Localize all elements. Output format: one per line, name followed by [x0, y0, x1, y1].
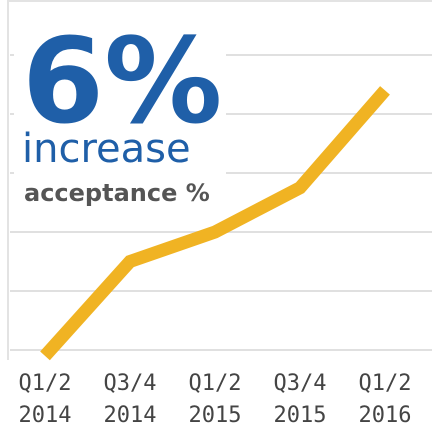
line [40, 86, 390, 361]
x-tick-label: Q3/4 2014 [103, 371, 157, 428]
label: acceptance % [24, 179, 210, 207]
headline-bg [14, 14, 226, 214]
subheadline: increase [22, 126, 191, 172]
marks [40, 86, 390, 361]
x-tick-label: Q3/4 2015 [273, 371, 327, 428]
x-tick-label: Q1/2 2014 [18, 371, 72, 428]
headline: 6% [22, 12, 222, 150]
x-tick-label: Q1/2 2015 [188, 371, 242, 428]
x-tick-label: Q1/2 2016 [358, 371, 412, 428]
